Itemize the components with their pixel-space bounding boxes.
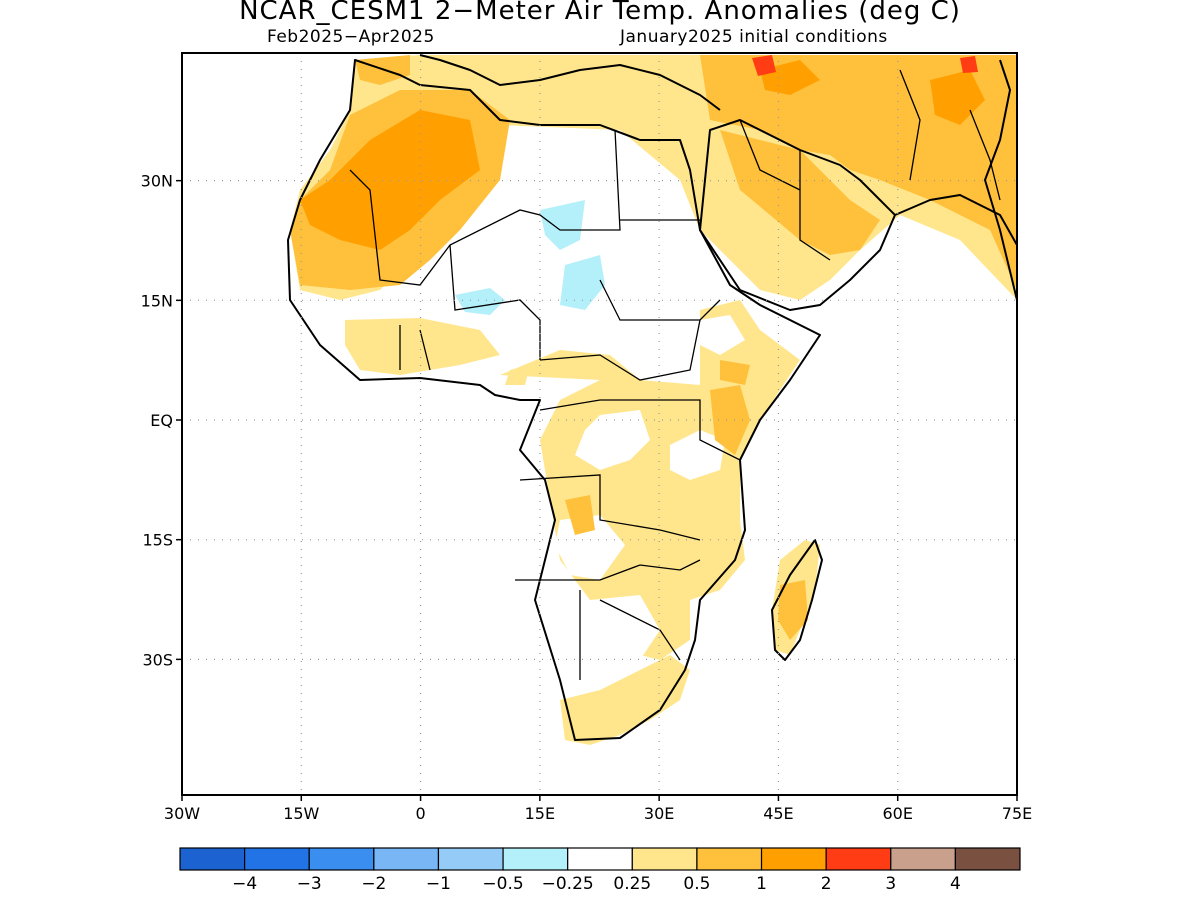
iran-strong-anomaly	[930, 70, 985, 125]
lon-tick-label: 15E	[525, 804, 555, 823]
angola-anomaly	[565, 495, 595, 535]
lake-region-neutral-patch	[670, 430, 725, 480]
lon-tick-label: 30W	[164, 804, 200, 823]
colorbar: −4 −3 −2 −1 −0.5 −0.25 0.25 0.5 1 2 3 4	[179, 847, 1021, 894]
border-line	[519, 474, 701, 541]
lon-tick-label: 15W	[283, 804, 319, 823]
border-line	[515, 559, 701, 581]
lat-tick-label: 15N	[141, 291, 173, 310]
lat-tick-label: 30S	[142, 650, 173, 669]
africa-coastline	[287, 59, 821, 741]
lon-tick-label: 60E	[882, 804, 912, 823]
colorbar-swatch	[308, 847, 375, 871]
colorbar-label: 1	[756, 874, 767, 894]
colorbar-label: 2	[821, 874, 832, 894]
ethiopia-neutral-patch	[700, 315, 745, 355]
colorbar-swatch	[954, 847, 1021, 871]
border-line	[899, 69, 921, 181]
axis-ticks: 30W 15W 0 15E 30E 45E 60E 75E 30N 15N EQ 15S 30S	[141, 172, 1033, 823]
border-line	[599, 599, 681, 661]
country-borders	[349, 69, 1001, 680]
colorbar-label: −3	[297, 874, 322, 894]
mediterranean-coastline	[419, 54, 721, 111]
border-line	[969, 109, 1001, 201]
caucasus-peak-anomaly	[752, 55, 776, 76]
sahara-strong-anomaly	[300, 110, 480, 250]
south-asia-coastline	[894, 194, 1017, 246]
coastlines	[287, 54, 1017, 741]
somalia-anomaly	[720, 360, 750, 385]
colorbar-label: −0.25	[542, 874, 594, 894]
colorbar-swatch	[825, 847, 892, 871]
congo-neutral-patch	[575, 410, 650, 470]
lon-tick-label: 0	[415, 804, 425, 823]
colorbar-swatch	[437, 847, 504, 871]
small-warm-patch	[505, 365, 530, 385]
colorbar-label: −4	[232, 874, 257, 894]
botswana-neutral-patch	[585, 595, 660, 660]
colorbar-swatch	[696, 847, 763, 871]
border-line	[349, 129, 621, 286]
guinea-coast-warm-region	[345, 318, 500, 375]
border-line	[419, 329, 431, 371]
border-line	[799, 150, 831, 261]
colorbar-swatch	[244, 847, 310, 871]
arabia-coastline	[699, 119, 896, 311]
colorbar-swatch	[179, 847, 246, 871]
lat-tick-label: 30N	[141, 172, 173, 191]
kenya-anomaly	[710, 385, 750, 455]
initial-conditions: January2025 initial conditions	[620, 27, 888, 47]
border-line	[739, 119, 801, 191]
india-coastline	[984, 59, 1017, 301]
map-frame	[181, 52, 1018, 796]
sudan-cool-anomaly	[560, 255, 605, 310]
colorbar-swatch	[502, 847, 569, 871]
colorbar-swatch	[890, 847, 956, 871]
lon-tick-label: 45E	[763, 804, 793, 823]
colorbar-label: 0.5	[683, 874, 710, 894]
colorbar-label: −1	[426, 874, 451, 894]
forecast-period: Feb2025−Apr2025	[267, 27, 435, 47]
niger-cool-anomaly	[455, 288, 505, 315]
angola-neutral-patch	[555, 515, 625, 580]
border-line	[539, 319, 701, 381]
colorbar-label: −0.5	[482, 874, 523, 894]
border-line	[599, 279, 721, 321]
colorbar-label: 3	[885, 874, 896, 894]
border-line	[539, 399, 741, 461]
colorbar-swatch	[567, 847, 633, 871]
map-title: NCAR_CESM1 2−Meter Air Temp. Anomalies (…	[239, 0, 961, 26]
madagascar-anomaly	[778, 580, 808, 640]
madagascar-coastline	[771, 539, 823, 661]
colorbar-swatch	[373, 847, 440, 871]
colorbar-label: 0.25	[613, 874, 651, 894]
lon-tick-label: 75E	[1002, 804, 1032, 823]
south-africa-warm-region	[560, 655, 690, 745]
colorbar-swatch	[631, 847, 698, 871]
lat-tick-label: EQ	[150, 411, 173, 430]
lat-tick-label: 15S	[142, 531, 173, 550]
colorbar-swatch	[760, 847, 827, 871]
colorbar-label: 4	[950, 874, 961, 894]
lon-tick-label: 30E	[644, 804, 674, 823]
colorbar-label: −2	[361, 874, 386, 894]
central-asia-peak-anomaly	[960, 56, 978, 73]
chad-cool-anomaly	[540, 200, 585, 250]
